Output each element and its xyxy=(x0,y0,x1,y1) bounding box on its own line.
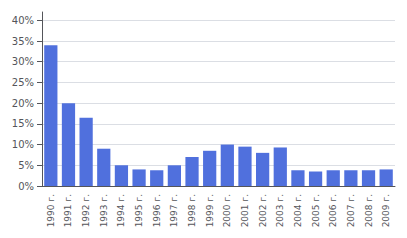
svg-text:2000 г.: 2000 г. xyxy=(222,194,232,227)
svg-text:1993 г.: 1993 г. xyxy=(99,194,109,227)
svg-text:2002 г.: 2002 г. xyxy=(258,194,268,227)
svg-text:2009 г.: 2009 г. xyxy=(381,194,391,227)
svg-text:2008 г.: 2008 г. xyxy=(364,194,374,227)
svg-text:40%: 40% xyxy=(12,15,34,26)
svg-text:1990 г.: 1990 г. xyxy=(46,194,56,227)
svg-text:1999 г.: 1999 г. xyxy=(205,194,215,227)
svg-text:2003 г.: 2003 г. xyxy=(275,194,285,227)
svg-text:1992 г.: 1992 г. xyxy=(81,194,91,227)
svg-text:2001 г.: 2001 г. xyxy=(240,194,250,227)
svg-text:1991 г.: 1991 г. xyxy=(63,194,73,227)
svg-text:35%: 35% xyxy=(12,36,34,47)
svg-text:1997 г.: 1997 г. xyxy=(169,194,179,227)
svg-text:2007 г.: 2007 г. xyxy=(346,194,356,227)
svg-text:25%: 25% xyxy=(12,77,34,88)
svg-text:30%: 30% xyxy=(12,56,34,67)
svg-text:0%: 0% xyxy=(18,181,34,192)
svg-text:20%: 20% xyxy=(12,98,34,109)
svg-text:5%: 5% xyxy=(18,160,34,171)
svg-text:1996 г.: 1996 г. xyxy=(152,194,162,227)
svg-text:2005 г.: 2005 г. xyxy=(311,194,321,227)
svg-text:10%: 10% xyxy=(12,139,34,150)
svg-text:1995 г.: 1995 г. xyxy=(134,194,144,227)
svg-text:2004 г.: 2004 г. xyxy=(293,194,303,227)
svg-text:1998 г.: 1998 г. xyxy=(187,194,197,227)
svg-text:2006 г.: 2006 г. xyxy=(328,194,338,227)
svg-text:15%: 15% xyxy=(12,118,34,129)
svg-text:1994 г.: 1994 г. xyxy=(116,194,126,227)
